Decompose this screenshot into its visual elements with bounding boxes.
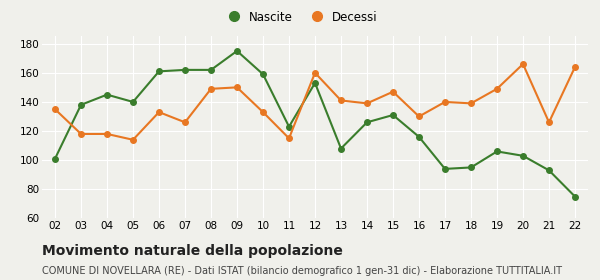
Nascite xyxy=(233,49,241,53)
Decessi xyxy=(520,62,527,66)
Nascite xyxy=(77,103,85,106)
Decessi xyxy=(208,87,215,90)
Decessi xyxy=(545,121,553,124)
Nascite xyxy=(571,195,578,198)
Decessi xyxy=(311,71,319,74)
Decessi xyxy=(155,110,163,114)
Decessi xyxy=(233,86,241,89)
Nascite xyxy=(103,93,110,96)
Nascite xyxy=(364,121,371,124)
Decessi xyxy=(103,132,110,136)
Nascite xyxy=(259,73,266,76)
Text: COMUNE DI NOVELLARA (RE) - Dati ISTAT (bilancio demografico 1 gen-31 dic) - Elab: COMUNE DI NOVELLARA (RE) - Dati ISTAT (b… xyxy=(42,266,562,276)
Decessi xyxy=(286,137,293,140)
Decessi xyxy=(415,115,422,118)
Nascite xyxy=(520,154,527,157)
Decessi xyxy=(52,108,59,111)
Decessi xyxy=(442,100,449,104)
Nascite xyxy=(545,169,553,172)
Nascite xyxy=(493,150,500,153)
Decessi xyxy=(337,99,344,102)
Line: Decessi: Decessi xyxy=(52,61,578,143)
Line: Nascite: Nascite xyxy=(52,48,578,199)
Nascite xyxy=(442,167,449,171)
Decessi xyxy=(571,65,578,69)
Decessi xyxy=(130,138,137,141)
Decessi xyxy=(364,102,371,105)
Legend: Nascite, Decessi: Nascite, Decessi xyxy=(217,6,383,28)
Nascite xyxy=(208,68,215,72)
Nascite xyxy=(311,81,319,85)
Nascite xyxy=(337,147,344,150)
Nascite xyxy=(52,157,59,160)
Nascite xyxy=(286,125,293,128)
Decessi xyxy=(181,121,188,124)
Nascite xyxy=(155,70,163,73)
Decessi xyxy=(259,110,266,114)
Nascite xyxy=(181,68,188,72)
Decessi xyxy=(467,102,475,105)
Nascite xyxy=(389,113,397,117)
Decessi xyxy=(493,87,500,90)
Decessi xyxy=(389,90,397,94)
Decessi xyxy=(77,132,85,136)
Nascite xyxy=(130,100,137,104)
Nascite xyxy=(467,166,475,169)
Text: Movimento naturale della popolazione: Movimento naturale della popolazione xyxy=(42,244,343,258)
Nascite xyxy=(415,135,422,139)
